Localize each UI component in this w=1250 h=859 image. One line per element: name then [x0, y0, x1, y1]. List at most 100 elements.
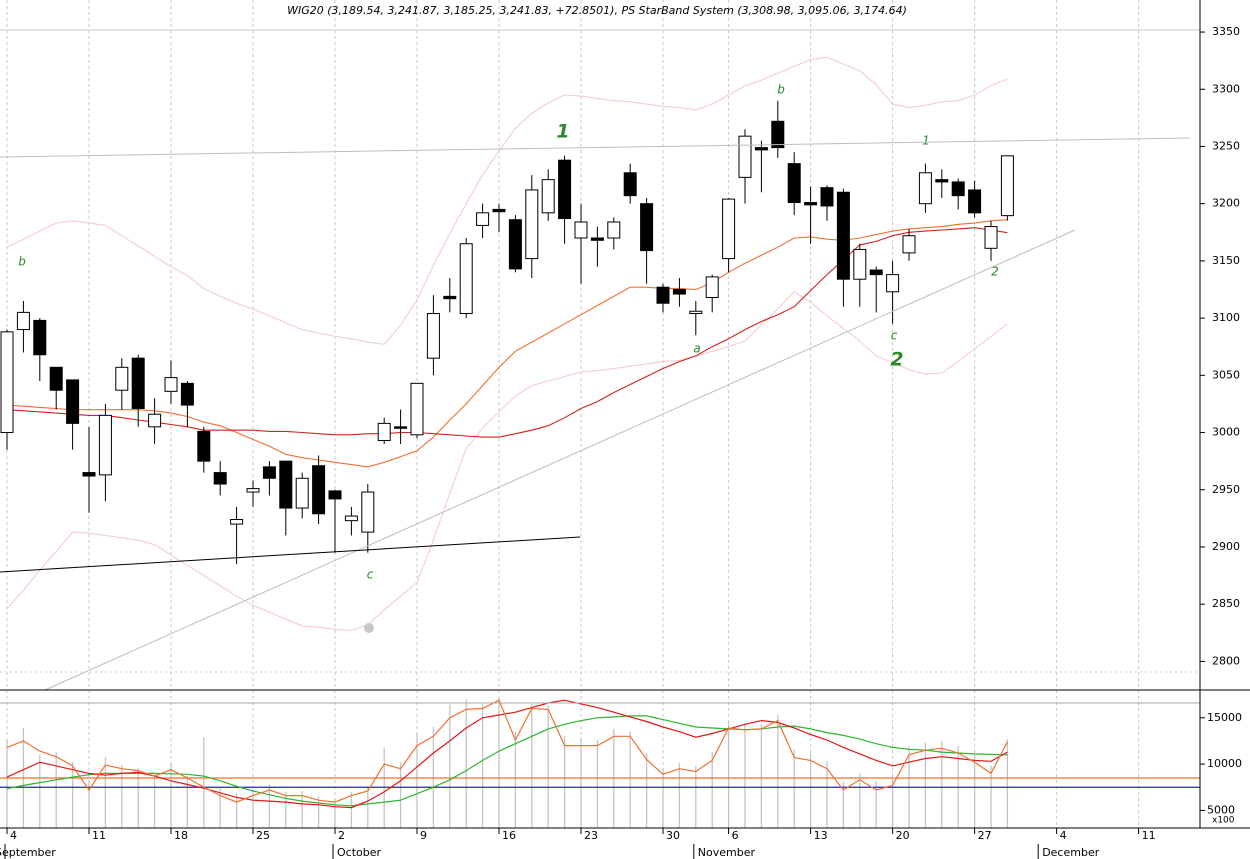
- y-tick-label: 5000: [1207, 803, 1235, 816]
- y-tick-label: 2800: [1212, 654, 1240, 667]
- candle-body: [459, 243, 473, 315]
- candle-body: [787, 163, 801, 204]
- wave-annotation: 2: [890, 349, 903, 371]
- x-tick-label: 4: [10, 829, 17, 842]
- candle-body: [590, 237, 604, 241]
- x-tick-label: 30: [666, 829, 680, 842]
- price-plot: b 1 b 1 a c c 2 2: [0, 56, 1014, 632]
- x-tick-label: 13: [814, 829, 828, 842]
- candle-body: [574, 221, 588, 239]
- candle-body: [869, 269, 883, 276]
- candle-body: [672, 289, 686, 295]
- candle-body: [443, 295, 457, 300]
- y-tick-label: 15000: [1207, 711, 1242, 724]
- volume-line: [6, 715, 1008, 807]
- candle-body: [525, 189, 539, 260]
- candle-body: [410, 382, 424, 436]
- wave-annotation: c: [367, 568, 374, 582]
- candle-body: [361, 491, 375, 533]
- price-line: [6, 56, 1008, 345]
- x-tick-label: 25: [256, 829, 270, 842]
- trendline: [0, 536, 581, 573]
- candle-body: [722, 198, 736, 260]
- candle-body: [689, 310, 703, 315]
- candle-body: [918, 172, 932, 205]
- candle-body: [164, 377, 178, 392]
- y-tick-label: 3200: [1212, 197, 1240, 210]
- x-tick-label: 23: [584, 829, 598, 842]
- y-tick-label: 3350: [1212, 25, 1240, 38]
- candle-body: [853, 248, 867, 280]
- candle-body: [180, 382, 194, 406]
- candle-body: [476, 212, 490, 226]
- candle-body: [377, 422, 391, 442]
- candle-body: [968, 189, 982, 214]
- chart-title: WIG20 (3,189.54, 3,241.87, 3,185.25, 3,2…: [287, 4, 907, 17]
- candle-body: [1000, 155, 1014, 217]
- candle-body: [886, 274, 900, 293]
- y-tick-label: 2950: [1212, 483, 1240, 496]
- y-tick-label: 3050: [1212, 368, 1240, 381]
- candle-body: [131, 357, 145, 410]
- candle-body: [820, 187, 834, 207]
- volume-line: [6, 699, 1008, 803]
- x-tick-label: 11: [92, 829, 106, 842]
- candle-body: [640, 203, 654, 252]
- candle-body: [279, 460, 293, 509]
- candle-body: [508, 219, 522, 270]
- candle-body: [804, 202, 818, 206]
- candle-body: [82, 472, 96, 477]
- candle-body: [0, 331, 14, 434]
- y-tick-label: 3300: [1212, 82, 1240, 95]
- y-tick-label: 2900: [1212, 540, 1240, 553]
- volume-unit-label: x100: [1212, 816, 1235, 826]
- x-tick-label: 4: [1060, 829, 1067, 842]
- candle-body: [935, 179, 949, 183]
- candle-body: [902, 235, 916, 254]
- price-line: [6, 291, 1008, 632]
- month-label: December: [1042, 846, 1100, 859]
- candle-body: [328, 490, 342, 500]
- candle-body: [33, 319, 47, 356]
- y-tick-label: 2850: [1212, 597, 1240, 610]
- wave-annotation: a: [693, 342, 700, 356]
- y-tick-label: 3000: [1212, 426, 1240, 439]
- candle-body: [984, 226, 998, 249]
- y-tick-label: 3250: [1212, 139, 1240, 152]
- wave-annotation: 1: [922, 134, 930, 148]
- x-tick-label: 18: [174, 829, 188, 842]
- wave-annotation: 2: [991, 265, 999, 279]
- candle-body: [295, 477, 309, 509]
- candle-body: [558, 159, 572, 220]
- candle-body: [246, 488, 260, 493]
- x-tick-label: 16: [502, 829, 516, 842]
- candle-body: [836, 191, 850, 280]
- y-tick-label: 3100: [1212, 311, 1240, 324]
- candle-body: [738, 135, 752, 178]
- y-tick-label: 10000: [1207, 757, 1242, 770]
- candle-body: [705, 276, 719, 299]
- candle-body: [394, 426, 408, 429]
- trendline: [0, 137, 1191, 158]
- x-tick-label: 27: [978, 829, 992, 842]
- wave-annotation: b: [777, 83, 785, 97]
- candle-body: [771, 120, 785, 149]
- x-tick-label: 2: [338, 829, 345, 842]
- candle-body: [754, 147, 768, 151]
- candle-body: [623, 172, 637, 197]
- wave-annotation: 1: [556, 121, 569, 143]
- x-tick-label: 11: [1142, 829, 1156, 842]
- y-tick-label: 3150: [1212, 254, 1240, 267]
- candle-body: [312, 465, 326, 515]
- candle-body: [607, 221, 621, 239]
- candle-body: [213, 472, 227, 485]
- candle-body: [16, 311, 30, 331]
- candle-body: [98, 414, 112, 476]
- trendline: [44, 229, 1076, 691]
- volume-plot: [0, 697, 1200, 828]
- month-label: October: [337, 846, 381, 859]
- x-tick-label: 20: [896, 829, 910, 842]
- candle-body: [262, 466, 276, 479]
- candle-body: [49, 366, 63, 391]
